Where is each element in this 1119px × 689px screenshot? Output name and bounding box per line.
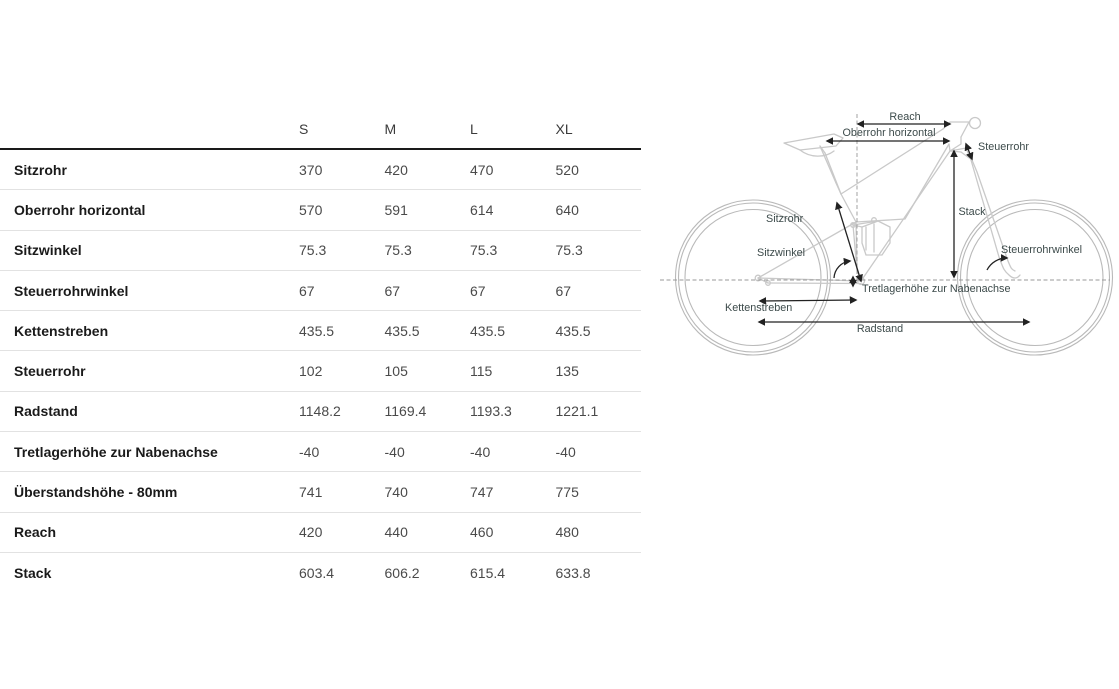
svg-text:Reach: Reach: [889, 111, 920, 123]
svg-text:Tretlagerhöhe zur Nabenachse: Tretlagerhöhe zur Nabenachse: [862, 283, 1010, 295]
svg-text:Radstand: Radstand: [857, 323, 903, 335]
svg-text:Steuerrohrwinkel: Steuerrohrwinkel: [1001, 244, 1082, 256]
svg-text:Sitzwinkel: Sitzwinkel: [757, 247, 805, 259]
svg-text:Steuerrohr: Steuerrohr: [978, 141, 1029, 153]
svg-text:Kettenstreben: Kettenstreben: [725, 302, 792, 314]
svg-text:Oberrohr horizontal: Oberrohr horizontal: [842, 127, 935, 139]
svg-text:Sitzrohr: Sitzrohr: [766, 213, 804, 225]
svg-text:Stack: Stack: [958, 206, 986, 218]
